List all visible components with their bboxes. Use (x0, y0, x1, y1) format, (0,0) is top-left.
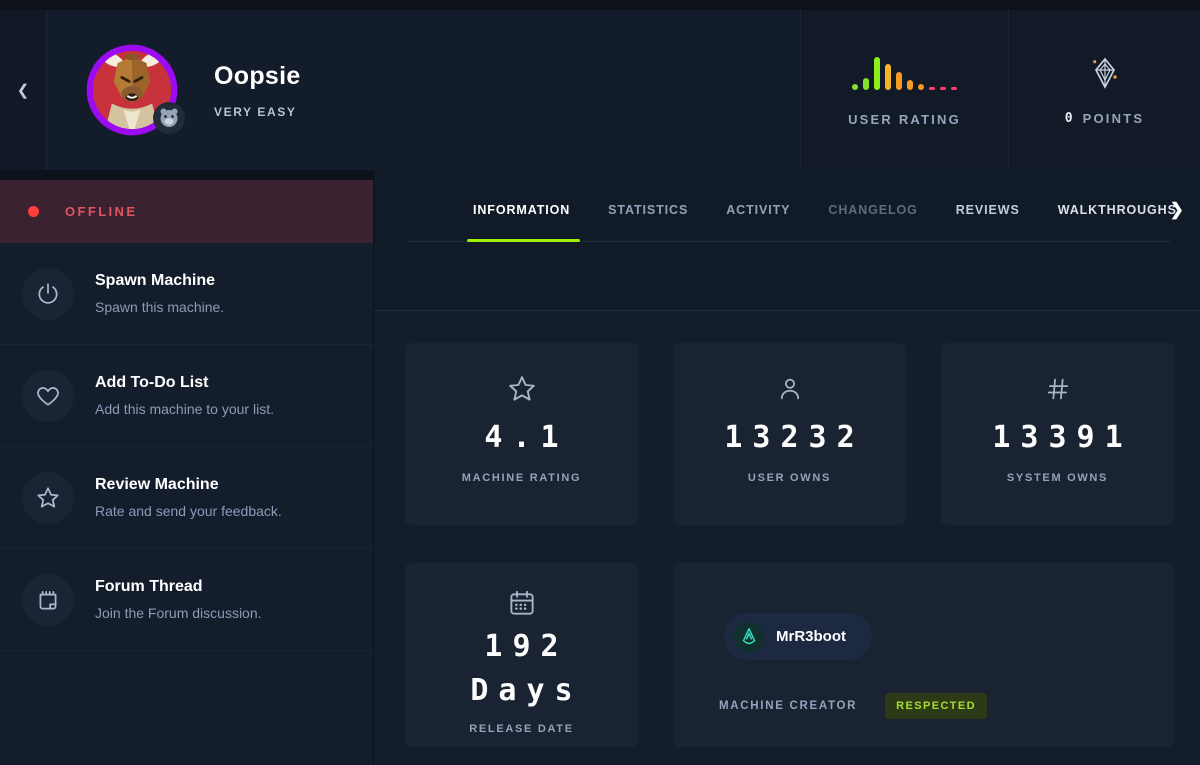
info-cards-grid: 4.1 MACHINE RATING 13232 USER OWNS (405, 343, 1174, 747)
rating-bar (951, 86, 957, 90)
status-dot-icon (28, 206, 39, 217)
machine-rating-value: 4.1 (484, 420, 569, 455)
release-days-word: Days (470, 673, 583, 708)
status-label: OFFLINE (65, 204, 138, 219)
notepad-icon (22, 573, 74, 626)
machine-name: Oopsie (214, 61, 301, 90)
sidebar-item-spawn-machine[interactable]: Spawn Machine Spawn this machine. (0, 243, 373, 345)
sidebar-item-title: Add To-Do List (95, 374, 209, 391)
creator-profile-button[interactable]: MrR3boot (724, 613, 872, 660)
user-owns-card: 13232 USER OWNS (673, 343, 906, 525)
sidebar-item-text: Review Machine Rate and send your feedba… (95, 476, 282, 519)
creator-label: MACHINE CREATOR (719, 700, 858, 712)
tab-walkthroughs[interactable]: WALKTHROUGHS (1057, 203, 1177, 217)
machine-creator-card: MrR3boot MACHINE CREATOR RESPECTED (673, 563, 1174, 747)
respected-badge: RESPECTED (885, 693, 988, 719)
sidebar-item-text: Forum Thread Join the Forum discussion. (95, 578, 262, 621)
machine-info: Oopsie VERY EASY (47, 10, 800, 170)
machine-rating-label: MACHINE RATING (461, 472, 582, 484)
bull-avatar-image (86, 44, 178, 136)
release-days-number: 192 (484, 629, 569, 664)
creator-avatar (734, 621, 764, 652)
machine-title-block: Oopsie VERY EASY (214, 62, 301, 119)
tabs-next-chevron-icon[interactable]: ❯ (1169, 200, 1184, 219)
back-chevron-icon: ❮ (16, 82, 30, 99)
tabs-row: INFORMATION STATISTICS ACTIVITY CHANGELO… (473, 203, 1177, 217)
user-rating-section: USER RATING (800, 10, 1008, 170)
sidebar-item-forum-thread[interactable]: Forum Thread Join the Forum discussion. (0, 549, 373, 651)
tab-bar: INFORMATION STATISTICS ACTIVITY CHANGELO… (374, 170, 1200, 311)
rating-bar (929, 86, 935, 90)
star-icon (22, 471, 74, 524)
machine-avatar (84, 42, 185, 138)
release-date-value: 192 Days (460, 625, 582, 713)
sidebar: OFFLINE Spawn Machine Spawn this machine… (0, 180, 373, 765)
points-value: 0 (1064, 110, 1073, 126)
sidebar-item-add-todo[interactable]: Add To-Do List Add this machine to your … (0, 345, 373, 447)
heart-icon (22, 369, 74, 422)
machine-header: ❮ (0, 10, 1200, 170)
sidebar-item-subtitle: Spawn this machine. (95, 299, 225, 315)
user-owns-label: USER OWNS (747, 472, 832, 484)
user-rating-label: USER RATING (848, 111, 961, 127)
rating-bar (852, 83, 858, 90)
points-row: 0 POINTS (1065, 111, 1144, 126)
rating-bar (863, 77, 869, 90)
sidebar-item-subtitle: Add this machine to your list. (95, 401, 274, 417)
release-date-card: 192 Days RELEASE DATE (405, 563, 638, 747)
rating-bar (940, 86, 946, 90)
difficulty-label: VERY EASY (214, 104, 297, 119)
rating-bar (896, 72, 902, 90)
tab-changelog[interactable]: CHANGELOG (828, 203, 918, 217)
main-content: INFORMATION STATISTICS ACTIVITY CHANGELO… (374, 170, 1200, 765)
person-icon (776, 373, 804, 405)
user-owns-value: 13232 (724, 420, 865, 455)
gem-points-icon (1092, 57, 1117, 89)
system-owns-value: 13391 (992, 420, 1133, 455)
hash-icon (1044, 373, 1072, 405)
power-icon (22, 267, 74, 320)
tab-reviews[interactable]: REVIEWS (955, 203, 1020, 217)
user-rating-chart (852, 54, 957, 90)
active-tab-underline (467, 239, 580, 242)
sidebar-item-subtitle: Join the Forum discussion. (95, 605, 262, 621)
rating-bar (885, 64, 891, 90)
sidebar-item-subtitle: Rate and send your feedback. (95, 503, 282, 519)
avatar-animal-badge (152, 101, 186, 140)
points-label: POINTS (1082, 110, 1145, 126)
sidebar-item-title: Forum Thread (95, 578, 203, 595)
system-owns-label: SYSTEM OWNS (1006, 472, 1109, 484)
sidebar-item-text: Spawn Machine Spawn this machine. (95, 272, 224, 315)
tab-activity[interactable]: ACTIVITY (726, 203, 791, 217)
creator-label-row: MACHINE CREATOR RESPECTED (719, 693, 988, 719)
sidebar-item-title: Spawn Machine (95, 272, 216, 289)
sidebar-item-text: Add To-Do List Add this machine to your … (95, 374, 274, 417)
rating-bar (874, 56, 880, 90)
points-section: 0 POINTS (1008, 10, 1200, 170)
calendar-icon (507, 587, 537, 619)
sidebar-item-title: Review Machine (95, 476, 219, 493)
creator-name: MrR3boot (776, 628, 846, 645)
system-owns-card: 13391 SYSTEM OWNS (941, 343, 1174, 525)
tab-information[interactable]: INFORMATION (473, 203, 571, 217)
release-date-label: RELEASE DATE (469, 723, 574, 735)
machine-rating-card: 4.1 MACHINE RATING (405, 343, 638, 525)
sidebar-item-review-machine[interactable]: Review Machine Rate and send your feedba… (0, 447, 373, 549)
tab-baseline (407, 241, 1170, 242)
rating-bar (907, 79, 913, 90)
tab-statistics[interactable]: STATISTICS (608, 203, 689, 217)
rating-bar (918, 83, 924, 90)
back-button[interactable]: ❮ (0, 10, 47, 170)
machine-status-bar: OFFLINE (0, 180, 373, 243)
star-icon (507, 373, 537, 405)
